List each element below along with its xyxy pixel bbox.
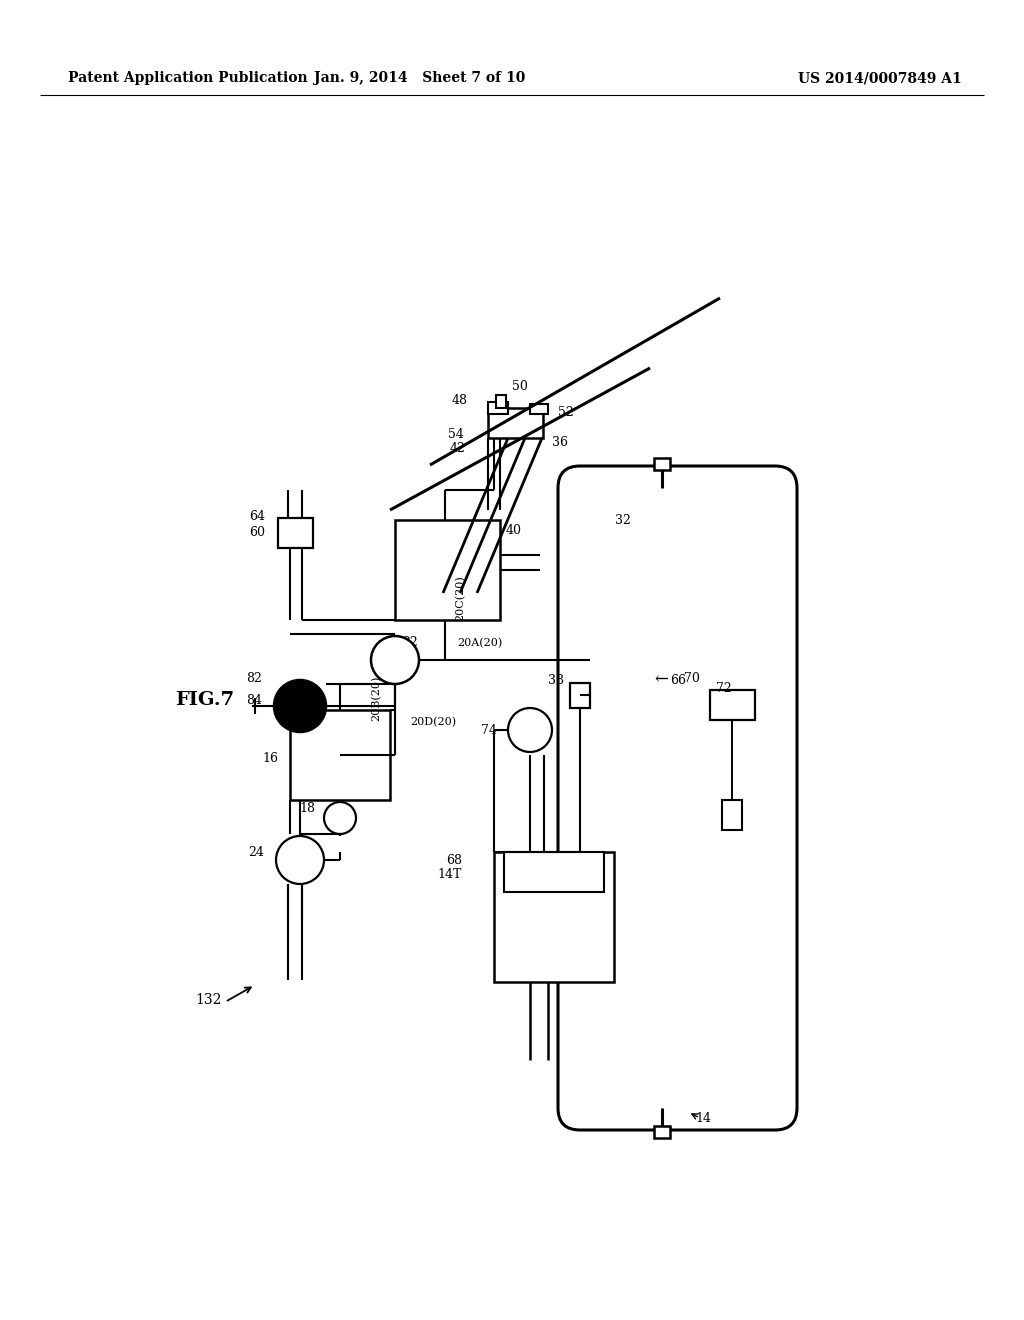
Text: 82: 82	[246, 672, 262, 685]
Text: FIG.7: FIG.7	[175, 690, 234, 709]
Bar	[722, 800, 742, 830]
Bar	[278, 517, 313, 548]
Bar	[290, 710, 390, 800]
Text: 42: 42	[451, 441, 466, 454]
Text: 48: 48	[452, 393, 468, 407]
Bar	[494, 851, 614, 982]
Text: 18: 18	[299, 801, 315, 814]
Text: 22: 22	[402, 635, 418, 648]
Text: 36: 36	[552, 437, 568, 450]
Bar	[570, 682, 590, 708]
Text: 64: 64	[249, 510, 265, 523]
Bar	[710, 690, 755, 719]
FancyBboxPatch shape	[558, 466, 797, 1130]
Text: 20D(20): 20D(20)	[410, 717, 456, 727]
Text: 40: 40	[506, 524, 522, 536]
Text: ←: ←	[654, 672, 668, 689]
Text: 32: 32	[615, 513, 631, 527]
Circle shape	[371, 636, 419, 684]
Text: 74: 74	[481, 723, 497, 737]
Bar	[488, 403, 508, 414]
Text: 20A(20): 20A(20)	[458, 638, 503, 648]
Text: 54: 54	[449, 429, 464, 441]
Circle shape	[276, 836, 324, 884]
Text: 38: 38	[548, 673, 564, 686]
Text: US 2014/0007849 A1: US 2014/0007849 A1	[798, 71, 962, 84]
Text: 50: 50	[512, 380, 528, 393]
Text: 20B(20): 20B(20)	[372, 676, 382, 721]
Bar	[654, 1126, 670, 1138]
Text: 68: 68	[446, 854, 462, 866]
Text: 16: 16	[262, 751, 278, 764]
Text: 60: 60	[249, 525, 265, 539]
Bar	[530, 404, 548, 414]
Text: 14: 14	[695, 1111, 711, 1125]
Text: 24: 24	[248, 846, 264, 858]
Bar	[654, 458, 670, 470]
Text: 66: 66	[670, 673, 686, 686]
Bar	[496, 395, 506, 408]
Bar	[395, 520, 500, 620]
Text: 14T: 14T	[437, 869, 462, 882]
Text: Patent Application Publication: Patent Application Publication	[68, 71, 307, 84]
Text: 132: 132	[195, 993, 221, 1007]
Text: 70: 70	[684, 672, 700, 685]
Text: 72: 72	[716, 681, 732, 694]
Text: 84: 84	[246, 693, 262, 706]
Circle shape	[274, 680, 326, 733]
Circle shape	[508, 708, 552, 752]
Bar	[488, 408, 543, 438]
Text: Jan. 9, 2014   Sheet 7 of 10: Jan. 9, 2014 Sheet 7 of 10	[314, 71, 525, 84]
Circle shape	[324, 803, 356, 834]
Bar	[504, 851, 604, 892]
Text: 20C(20): 20C(20)	[455, 576, 465, 620]
Text: 52: 52	[558, 407, 573, 420]
